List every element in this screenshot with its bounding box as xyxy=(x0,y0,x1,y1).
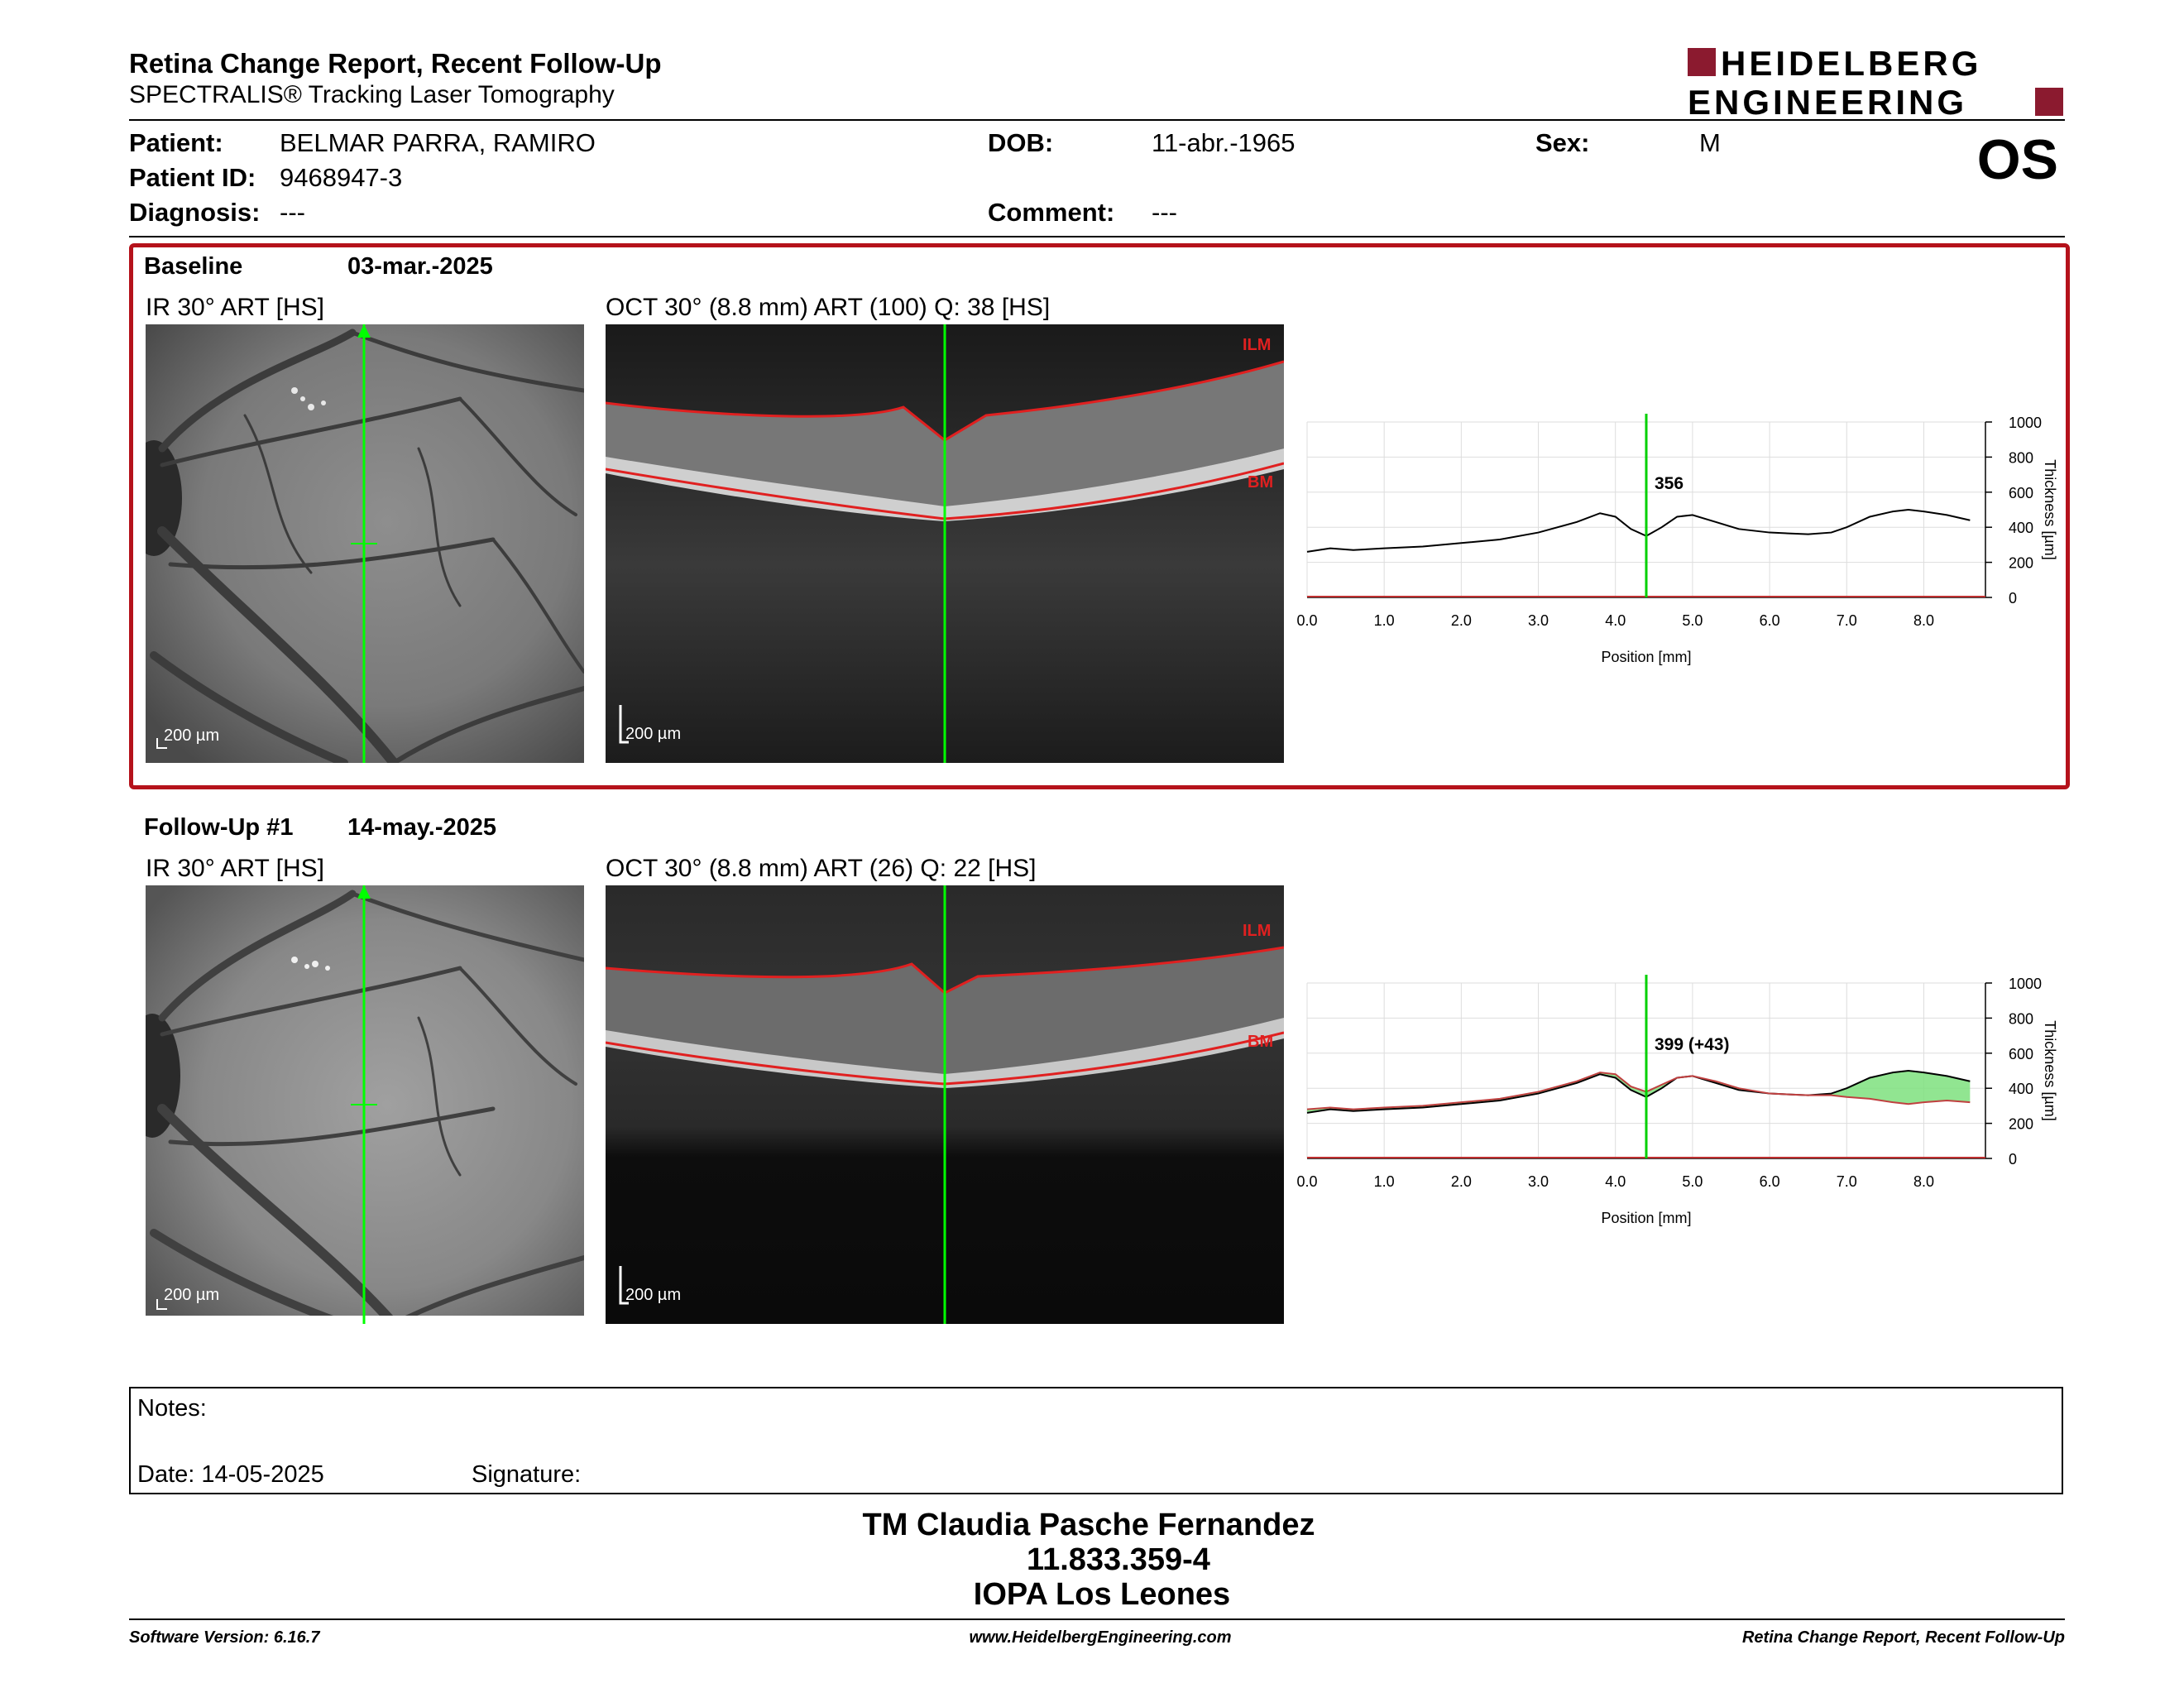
patient-id: 9468947-3 xyxy=(280,163,403,192)
x-tick-label: 3.0 xyxy=(1528,612,1549,629)
x-tick-label: 3.0 xyxy=(1528,1173,1549,1190)
followup-ir-caption: IR 30° ART [HS] xyxy=(146,855,324,882)
sex-value: M xyxy=(1699,128,1721,157)
heidelberg-logo: HEIDELBERG ENGINEERING xyxy=(1688,46,2063,119)
x-tick-label: 1.0 xyxy=(1374,612,1395,629)
y-axis-label: Thickness [µm] xyxy=(2042,1020,2058,1120)
patient-id-label: Patient ID: xyxy=(129,163,256,192)
notes-label: Notes: xyxy=(137,1395,207,1422)
notes-box[interactable]: Notes: Date: 14-05-2025 Signature: xyxy=(129,1387,2063,1494)
x-tick-label: 2.0 xyxy=(1451,612,1472,629)
logo-line2: ENGINEERING xyxy=(1688,83,1967,119)
x-tick-label: 6.0 xyxy=(1760,1173,1780,1190)
y-tick-label: 800 xyxy=(2009,449,2033,466)
x-tick-label: 7.0 xyxy=(1837,612,1857,629)
notes-date: Date: 14-05-2025 xyxy=(137,1461,324,1488)
baseline-section-box xyxy=(129,243,2070,789)
x-tick-label: 5.0 xyxy=(1682,1173,1703,1190)
followup-oct-caption: OCT 30° (8.8 mm) ART (26) Q: 22 [HS] xyxy=(606,855,1037,882)
x-tick-label: 2.0 xyxy=(1451,1173,1472,1190)
patient-divider xyxy=(129,236,2065,237)
followup-ilm-label: ILM xyxy=(1243,922,1272,940)
baseline-ir-scale: 200 µm xyxy=(164,727,220,745)
footer-report-name: Retina Change Report, Recent Follow-Up xyxy=(1741,1628,2065,1647)
cursor-value-label: 399 (+43) xyxy=(1655,1035,1729,1054)
followup-thickness-chart: 0 200 400 600 800 1000 0.0 1.0 2.0 3.0 4.0 5.0 6.0 7.… xyxy=(1297,975,2058,1226)
report-title: Retina Change Report, Recent Follow-Up xyxy=(129,48,662,79)
signature-label: Signature: xyxy=(472,1461,582,1488)
baseline-ilm-label: ILM xyxy=(1243,336,1272,354)
followup-bm-label: BM xyxy=(1248,1033,1274,1051)
header-divider xyxy=(129,119,2065,121)
baseline-label: Baseline xyxy=(144,253,243,280)
comment-value: --- xyxy=(1152,198,1177,227)
logo-square-top xyxy=(1688,48,1716,76)
logo-square-bottom xyxy=(2035,88,2063,116)
y-tick-label: 600 xyxy=(2009,1046,2033,1062)
x-tick-label: 0.0 xyxy=(1297,1173,1318,1190)
sex-label: Sex: xyxy=(1535,128,1590,157)
x-tick-label: 4.0 xyxy=(1605,612,1626,629)
x-tick-label: 7.0 xyxy=(1837,1173,1857,1190)
thickness-series-line xyxy=(1306,508,1971,553)
dob-value: 11-abr.-1965 xyxy=(1152,128,1296,157)
patient-label: Patient: xyxy=(129,128,223,157)
followup-ir-scale: 200 µm xyxy=(164,1286,220,1304)
baseline-thickness-chart: 0 200 400 600 800 1000 0.0 1.0 2.0 3.0 4.0 5.0 6.0 7.… xyxy=(1297,414,2058,665)
comment-label: Comment: xyxy=(988,198,1115,227)
y-axis-label: Thickness [µm] xyxy=(2042,459,2058,559)
eye-indicator: OS xyxy=(1976,128,2058,191)
diagnosis-value: --- xyxy=(280,198,305,227)
signer-name: TM Claudia Pasche Fernandez xyxy=(862,1508,1315,1542)
baseline-bm-label: BM xyxy=(1248,473,1274,492)
followup-oct-scale: 200 µm xyxy=(625,1286,682,1304)
footer-divider xyxy=(129,1618,2065,1620)
followup-date: 14-may.-2025 xyxy=(347,814,497,841)
x-tick-label: 0.0 xyxy=(1297,612,1318,629)
y-tick-label: 1000 xyxy=(2009,415,2042,431)
followup-label: Follow-Up #1 xyxy=(144,814,294,841)
logo-line1: HEIDELBERG xyxy=(1721,46,1981,83)
dob-label: DOB: xyxy=(988,128,1054,157)
y-tick-label: 800 xyxy=(2009,1010,2033,1027)
x-tick-label: 5.0 xyxy=(1682,612,1703,629)
baseline-oct-caption: OCT 30° (8.8 mm) ART (100) Q: 38 [HS] xyxy=(606,294,1051,321)
y-tick-label: 600 xyxy=(2009,485,2033,501)
footer-website[interactable]: www.HeidelbergEngineering.com xyxy=(969,1628,1232,1647)
signer-place: IOPA Los Leones xyxy=(973,1577,1231,1612)
baseline-oct-scale: 200 µm xyxy=(625,725,682,743)
x-tick-label: 6.0 xyxy=(1760,612,1780,629)
followup-oct-image[interactable]: ILM BM 200 µm xyxy=(606,885,1284,1324)
optic-disc xyxy=(146,440,182,556)
x-axis-label: Position [mm] xyxy=(1601,1210,1691,1226)
y-tick-label: 0 xyxy=(2009,590,2017,607)
signer-id: 11.833.359-4 xyxy=(1027,1542,1210,1577)
diagnosis-label: Diagnosis: xyxy=(129,198,261,227)
x-tick-label: 8.0 xyxy=(1913,1173,1934,1190)
y-tick-label: 400 xyxy=(2009,520,2033,536)
followup-series-line xyxy=(1306,1069,1971,1114)
baseline-oct-image[interactable]: ILM BM 200 µm xyxy=(606,324,1284,763)
x-axis-label: Position [mm] xyxy=(1601,649,1691,665)
y-tick-label: 0 xyxy=(2009,1151,2017,1168)
baseline-ir-caption: IR 30° ART [HS] xyxy=(146,294,324,321)
baseline-series-line xyxy=(1306,1072,1971,1110)
patient-name: BELMAR PARRA, RAMIRO xyxy=(280,128,596,157)
followup-ir-image[interactable]: 200 µm xyxy=(146,885,584,1324)
x-tick-label: 8.0 xyxy=(1913,612,1934,629)
y-tick-label: 200 xyxy=(2009,1116,2033,1133)
baseline-ir-image[interactable]: 200 µm xyxy=(146,324,584,763)
y-tick-label: 400 xyxy=(2009,1081,2033,1097)
cursor-value-label: 356 xyxy=(1655,474,1684,493)
y-tick-label: 1000 xyxy=(2009,976,2042,992)
report-subtitle: SPECTRALIS® Tracking Laser Tomography xyxy=(129,81,615,108)
x-tick-label: 4.0 xyxy=(1605,1173,1626,1190)
baseline-date: 03-mar.-2025 xyxy=(347,253,493,280)
footer-software: Software Version: 6.16.7 xyxy=(129,1628,320,1647)
y-tick-label: 200 xyxy=(2009,555,2033,572)
x-tick-label: 1.0 xyxy=(1374,1173,1395,1190)
